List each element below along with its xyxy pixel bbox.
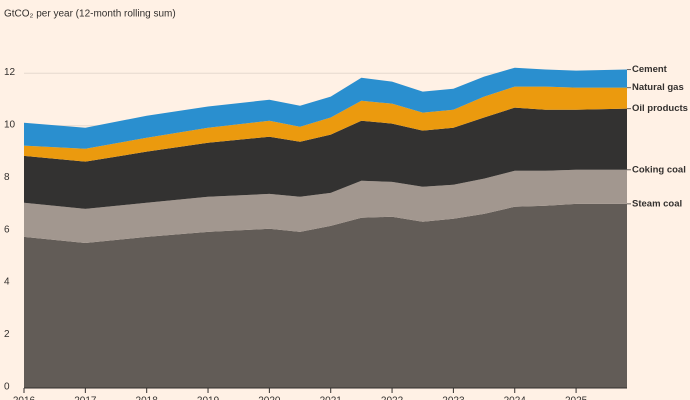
x-tick-label: 2021 xyxy=(320,396,343,400)
x-tick-label: 2018 xyxy=(136,396,159,400)
area xyxy=(24,86,627,162)
legend-label: Natural gas xyxy=(632,82,684,93)
x-tick-label: 2019 xyxy=(197,396,220,400)
legend-label: Steam coal xyxy=(632,198,682,209)
y-tick-label: 6 xyxy=(4,224,10,235)
y-tick-label: 8 xyxy=(4,172,10,183)
legend-label: Cement xyxy=(632,64,668,75)
legend-label: Coking coal xyxy=(632,164,686,175)
y-axis-label: GtCO₂ per year (12-month rolling sum) xyxy=(4,9,176,20)
x-tick-label: 2017 xyxy=(74,396,97,400)
x-tick-label: 2022 xyxy=(381,396,404,400)
x-tick-label: 2025 xyxy=(565,396,588,400)
y-tick-label: 12 xyxy=(4,67,16,78)
x-tick-label: 2020 xyxy=(258,396,281,400)
x-tick-label: 2024 xyxy=(504,396,527,400)
area xyxy=(24,203,627,388)
y-tick-label: 0 xyxy=(4,382,10,393)
x-tick-label: 2016 xyxy=(13,396,36,400)
legend-label: Oil products xyxy=(632,103,688,114)
y-tick-label: 4 xyxy=(4,277,10,288)
area xyxy=(24,107,627,209)
x-tick-label: 2023 xyxy=(442,396,465,400)
y-tick-label: 10 xyxy=(4,119,16,130)
y-tick-label: 2 xyxy=(4,329,10,340)
area xyxy=(24,67,627,149)
area xyxy=(24,169,627,243)
